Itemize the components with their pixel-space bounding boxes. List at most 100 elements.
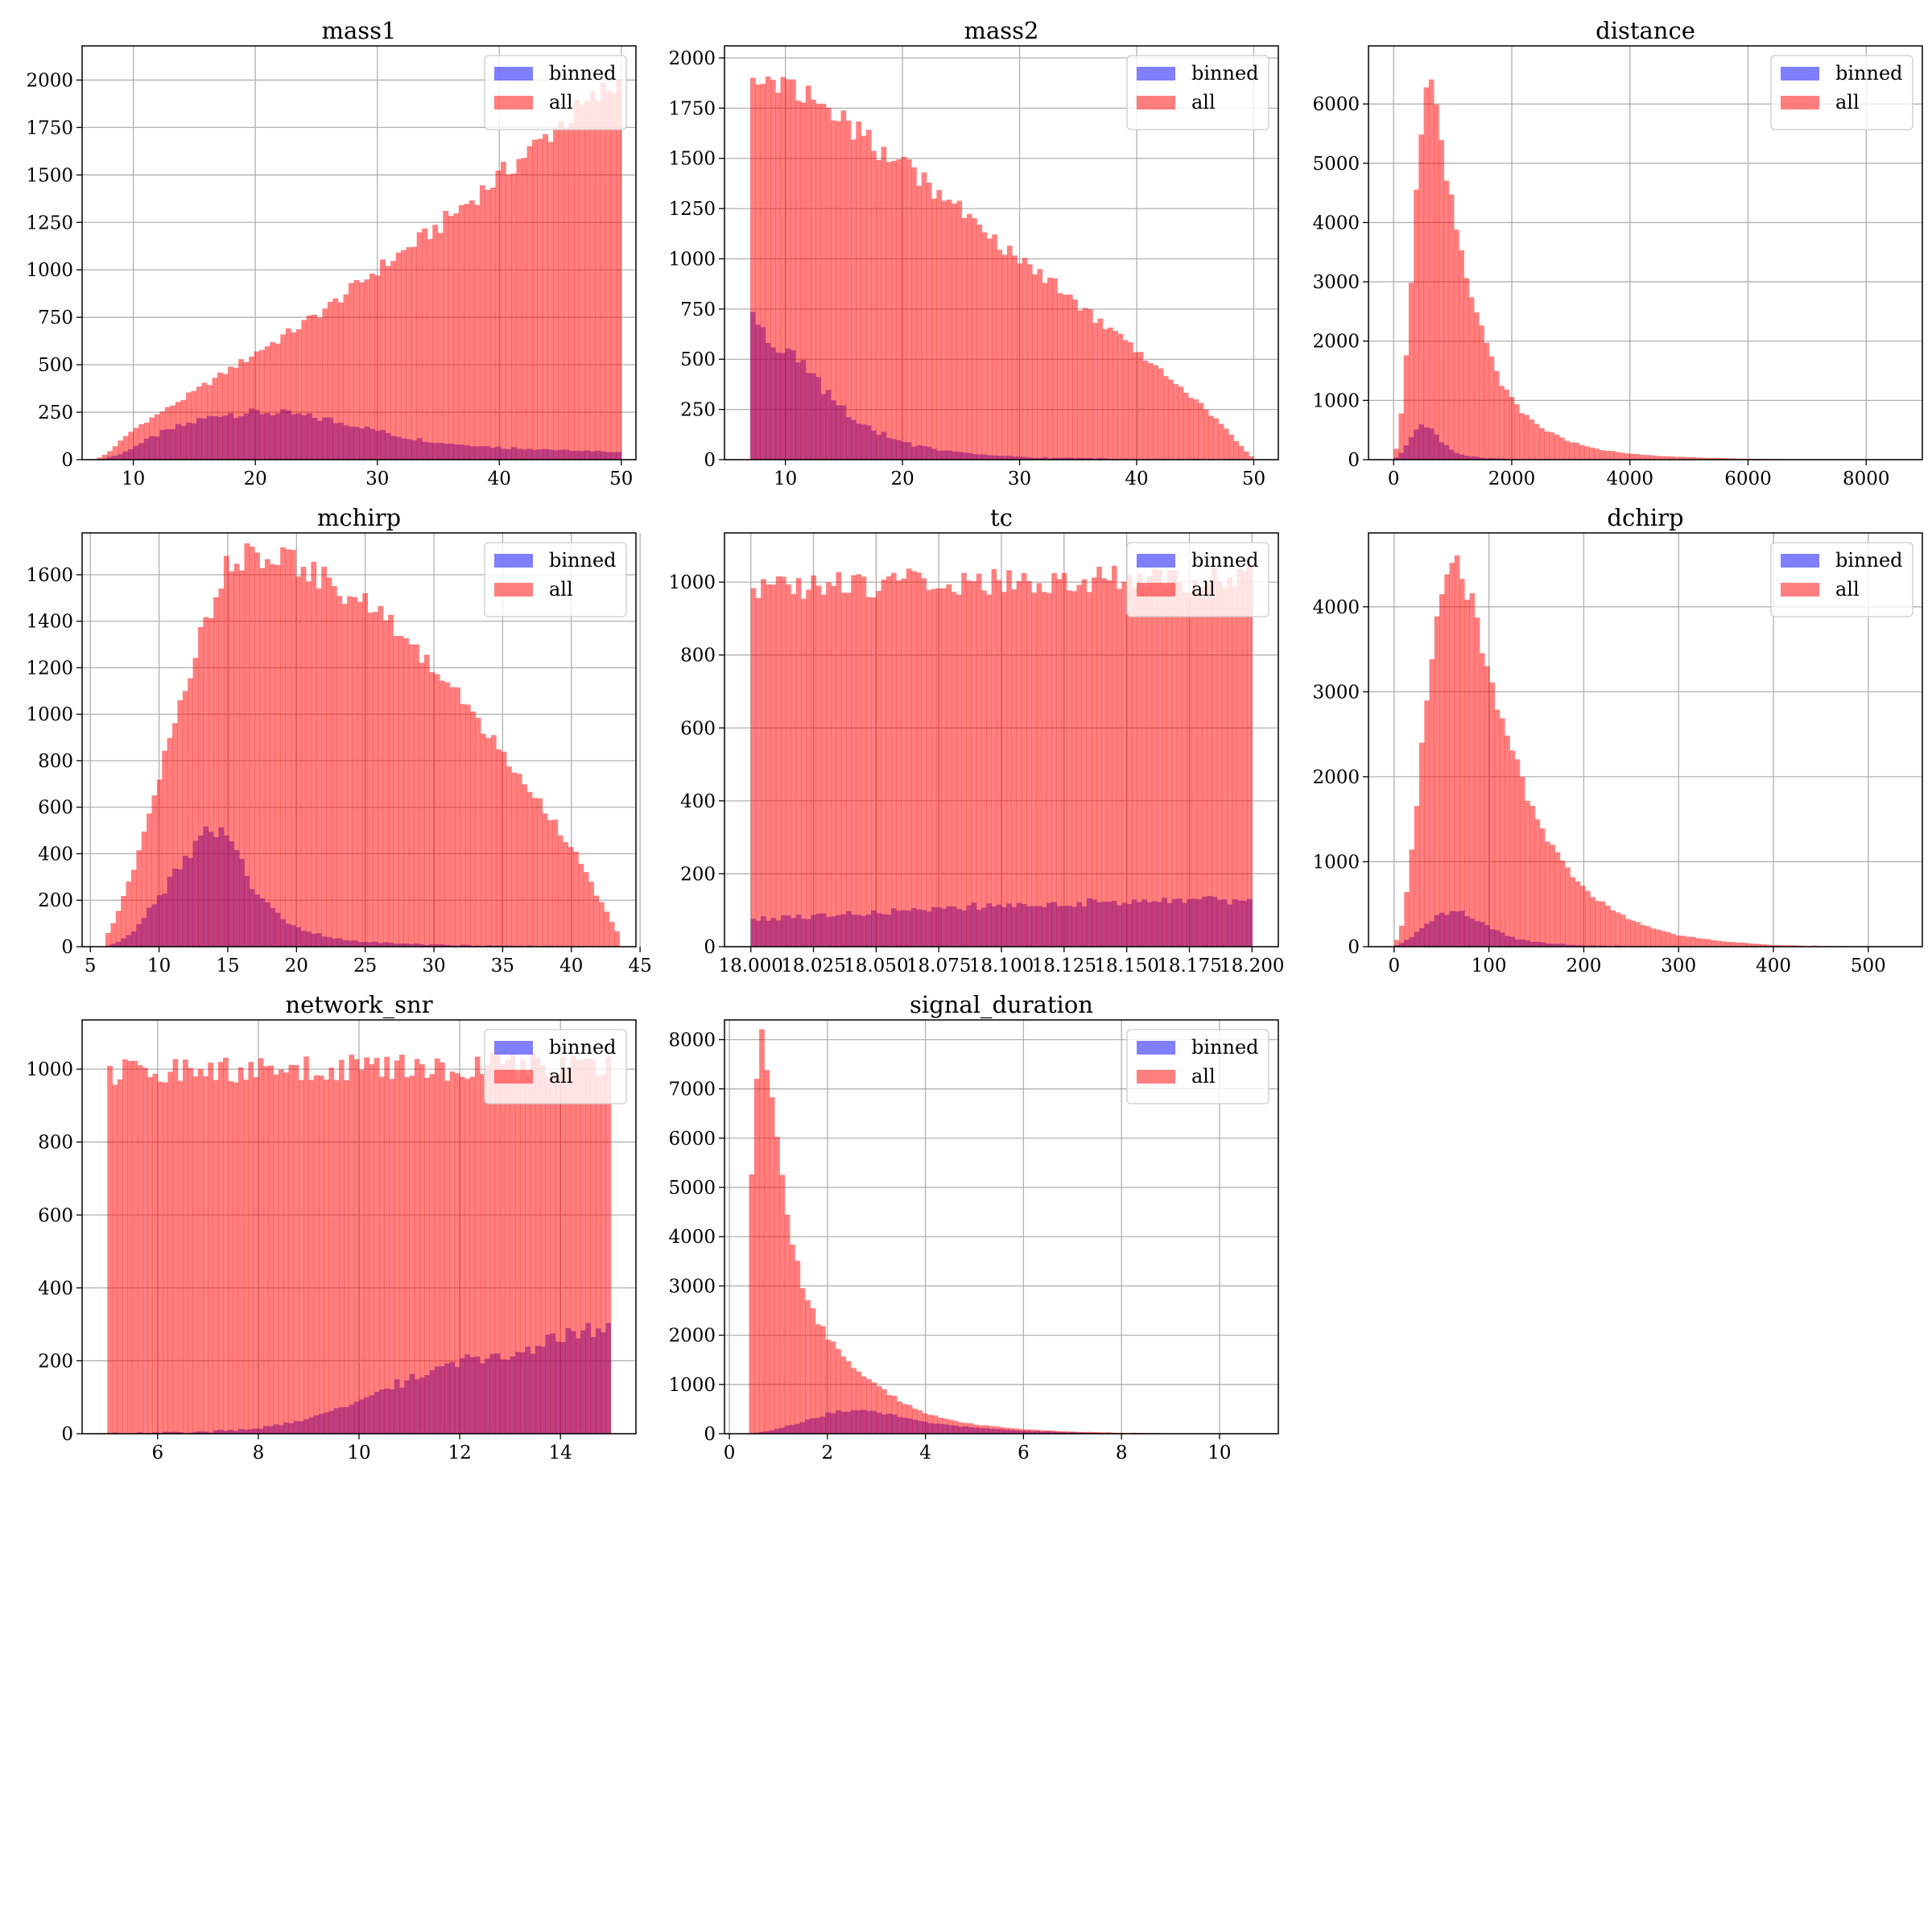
y-tick-label: 2000 bbox=[1312, 767, 1360, 788]
histogram-bar bbox=[973, 1424, 979, 1434]
histogram-bar bbox=[1409, 849, 1415, 947]
histogram-bar bbox=[1423, 87, 1430, 460]
histogram-bar bbox=[1106, 580, 1113, 947]
histogram-bar bbox=[244, 543, 250, 947]
x-tick-label: 18.150 bbox=[1094, 956, 1158, 976]
histogram-bar bbox=[1649, 455, 1655, 460]
histogram-bar bbox=[364, 279, 370, 460]
histogram-bar bbox=[774, 1137, 780, 1434]
histogram-bar bbox=[1133, 352, 1138, 460]
histogram-bar bbox=[580, 1059, 586, 1434]
histogram-bar bbox=[865, 597, 872, 947]
histogram-bar bbox=[1102, 328, 1108, 460]
histogram-bar bbox=[1178, 386, 1184, 460]
histogram-bar bbox=[1137, 352, 1144, 460]
histogram-bar bbox=[770, 80, 776, 460]
histogram-bar bbox=[881, 580, 887, 947]
histogram-bar bbox=[780, 76, 786, 460]
histogram-bar bbox=[1148, 363, 1154, 460]
histogram-bar bbox=[1719, 458, 1726, 460]
legend: binned all bbox=[1770, 542, 1913, 617]
y-tick-label: 0 bbox=[1348, 937, 1360, 958]
y-tick-label: 2000 bbox=[1312, 332, 1360, 353]
x-tick-label: 25 bbox=[353, 956, 377, 976]
subplot-title: tc bbox=[990, 504, 1013, 531]
histogram-bar bbox=[1080, 1431, 1086, 1434]
histogram-bar bbox=[1092, 577, 1097, 947]
histogram-bar bbox=[1216, 581, 1223, 947]
histogram-bar bbox=[570, 1056, 576, 1434]
x-tick-label: 8 bbox=[253, 1443, 265, 1463]
histogram-bar bbox=[374, 1058, 380, 1434]
histogram-bar bbox=[876, 159, 882, 460]
y-tick-label: 0 bbox=[61, 1424, 73, 1445]
histogram-bar bbox=[1429, 658, 1435, 947]
subplot-network_snr: network_snr 6 8 10 12 14 0 200 400 600 800 1000 binn… bbox=[26, 991, 637, 1463]
histogram-bar bbox=[941, 200, 947, 460]
histogram-bar bbox=[409, 1075, 415, 1434]
histogram-bar bbox=[177, 700, 184, 947]
histogram-bar bbox=[830, 1341, 836, 1434]
histogram-bar bbox=[118, 440, 124, 460]
histogram-bar bbox=[1645, 926, 1651, 947]
histogram-bar bbox=[142, 1067, 148, 1434]
histogram-bar bbox=[182, 691, 188, 947]
histogram-bar bbox=[434, 1058, 440, 1434]
histogram-bar bbox=[105, 933, 111, 947]
histogram-bar bbox=[557, 835, 564, 947]
histogram-bar bbox=[1071, 591, 1077, 947]
histogram-bar bbox=[1539, 828, 1546, 947]
histogram-bar bbox=[1534, 423, 1540, 460]
histogram-bar bbox=[764, 1070, 770, 1434]
histogram-bar bbox=[770, 584, 777, 947]
subplot-title: dchirp bbox=[1607, 504, 1683, 531]
histogram-bar bbox=[910, 571, 917, 947]
histogram-bar bbox=[598, 902, 605, 947]
histogram-bar bbox=[765, 76, 771, 460]
legend: binned all bbox=[1770, 55, 1913, 130]
histogram-bar bbox=[278, 1069, 284, 1434]
x-tick-label: 30 bbox=[422, 956, 445, 976]
histogram-bar bbox=[1690, 936, 1696, 947]
histogram-bar bbox=[1019, 1429, 1025, 1434]
y-tick-label: 2000 bbox=[668, 1326, 716, 1347]
histogram-bar bbox=[1493, 370, 1500, 460]
series-all bbox=[749, 1029, 1260, 1434]
histogram-bar bbox=[295, 576, 302, 947]
histogram-bar bbox=[1041, 592, 1047, 947]
histogram-bar bbox=[805, 85, 811, 460]
histogram-bar bbox=[495, 170, 502, 460]
histogram-bar bbox=[414, 1059, 420, 1434]
histogram-bar bbox=[285, 328, 291, 460]
plot-frame bbox=[1368, 532, 1923, 947]
histogram-bar bbox=[295, 328, 302, 460]
histogram-bar bbox=[213, 1080, 219, 1434]
x-tick-label: 12 bbox=[448, 1443, 471, 1463]
histogram-bar bbox=[273, 1074, 279, 1434]
histogram-bar bbox=[162, 750, 168, 947]
histogram-bar bbox=[1001, 254, 1008, 460]
histogram-bar bbox=[432, 225, 439, 460]
histogram-bar bbox=[1414, 806, 1420, 947]
y-tick-label: 5000 bbox=[1312, 154, 1360, 175]
histogram-bar bbox=[154, 414, 160, 460]
histogram-bar bbox=[1761, 943, 1767, 947]
x-tick-label: 40 bbox=[488, 469, 511, 489]
histogram-bar bbox=[555, 1073, 561, 1434]
histogram-bar bbox=[1105, 1432, 1112, 1434]
histogram-bar bbox=[341, 604, 348, 947]
legend-swatch-binned bbox=[1781, 554, 1819, 568]
histogram-bar bbox=[1639, 454, 1645, 460]
histogram-bar bbox=[213, 597, 219, 947]
histogram-bar bbox=[490, 735, 497, 947]
histogram-bar bbox=[318, 1075, 324, 1434]
x-tick-label: 18.000 bbox=[718, 956, 782, 976]
y-tick-label: 8000 bbox=[668, 1030, 716, 1051]
histogram-bar bbox=[1574, 442, 1580, 460]
histogram-bar bbox=[972, 218, 977, 460]
y-tick-label: 400 bbox=[680, 791, 716, 812]
histogram-bar bbox=[382, 620, 389, 947]
histogram-bar bbox=[800, 598, 807, 947]
histogram-bar bbox=[522, 784, 527, 947]
histogram-bar bbox=[851, 1368, 857, 1434]
